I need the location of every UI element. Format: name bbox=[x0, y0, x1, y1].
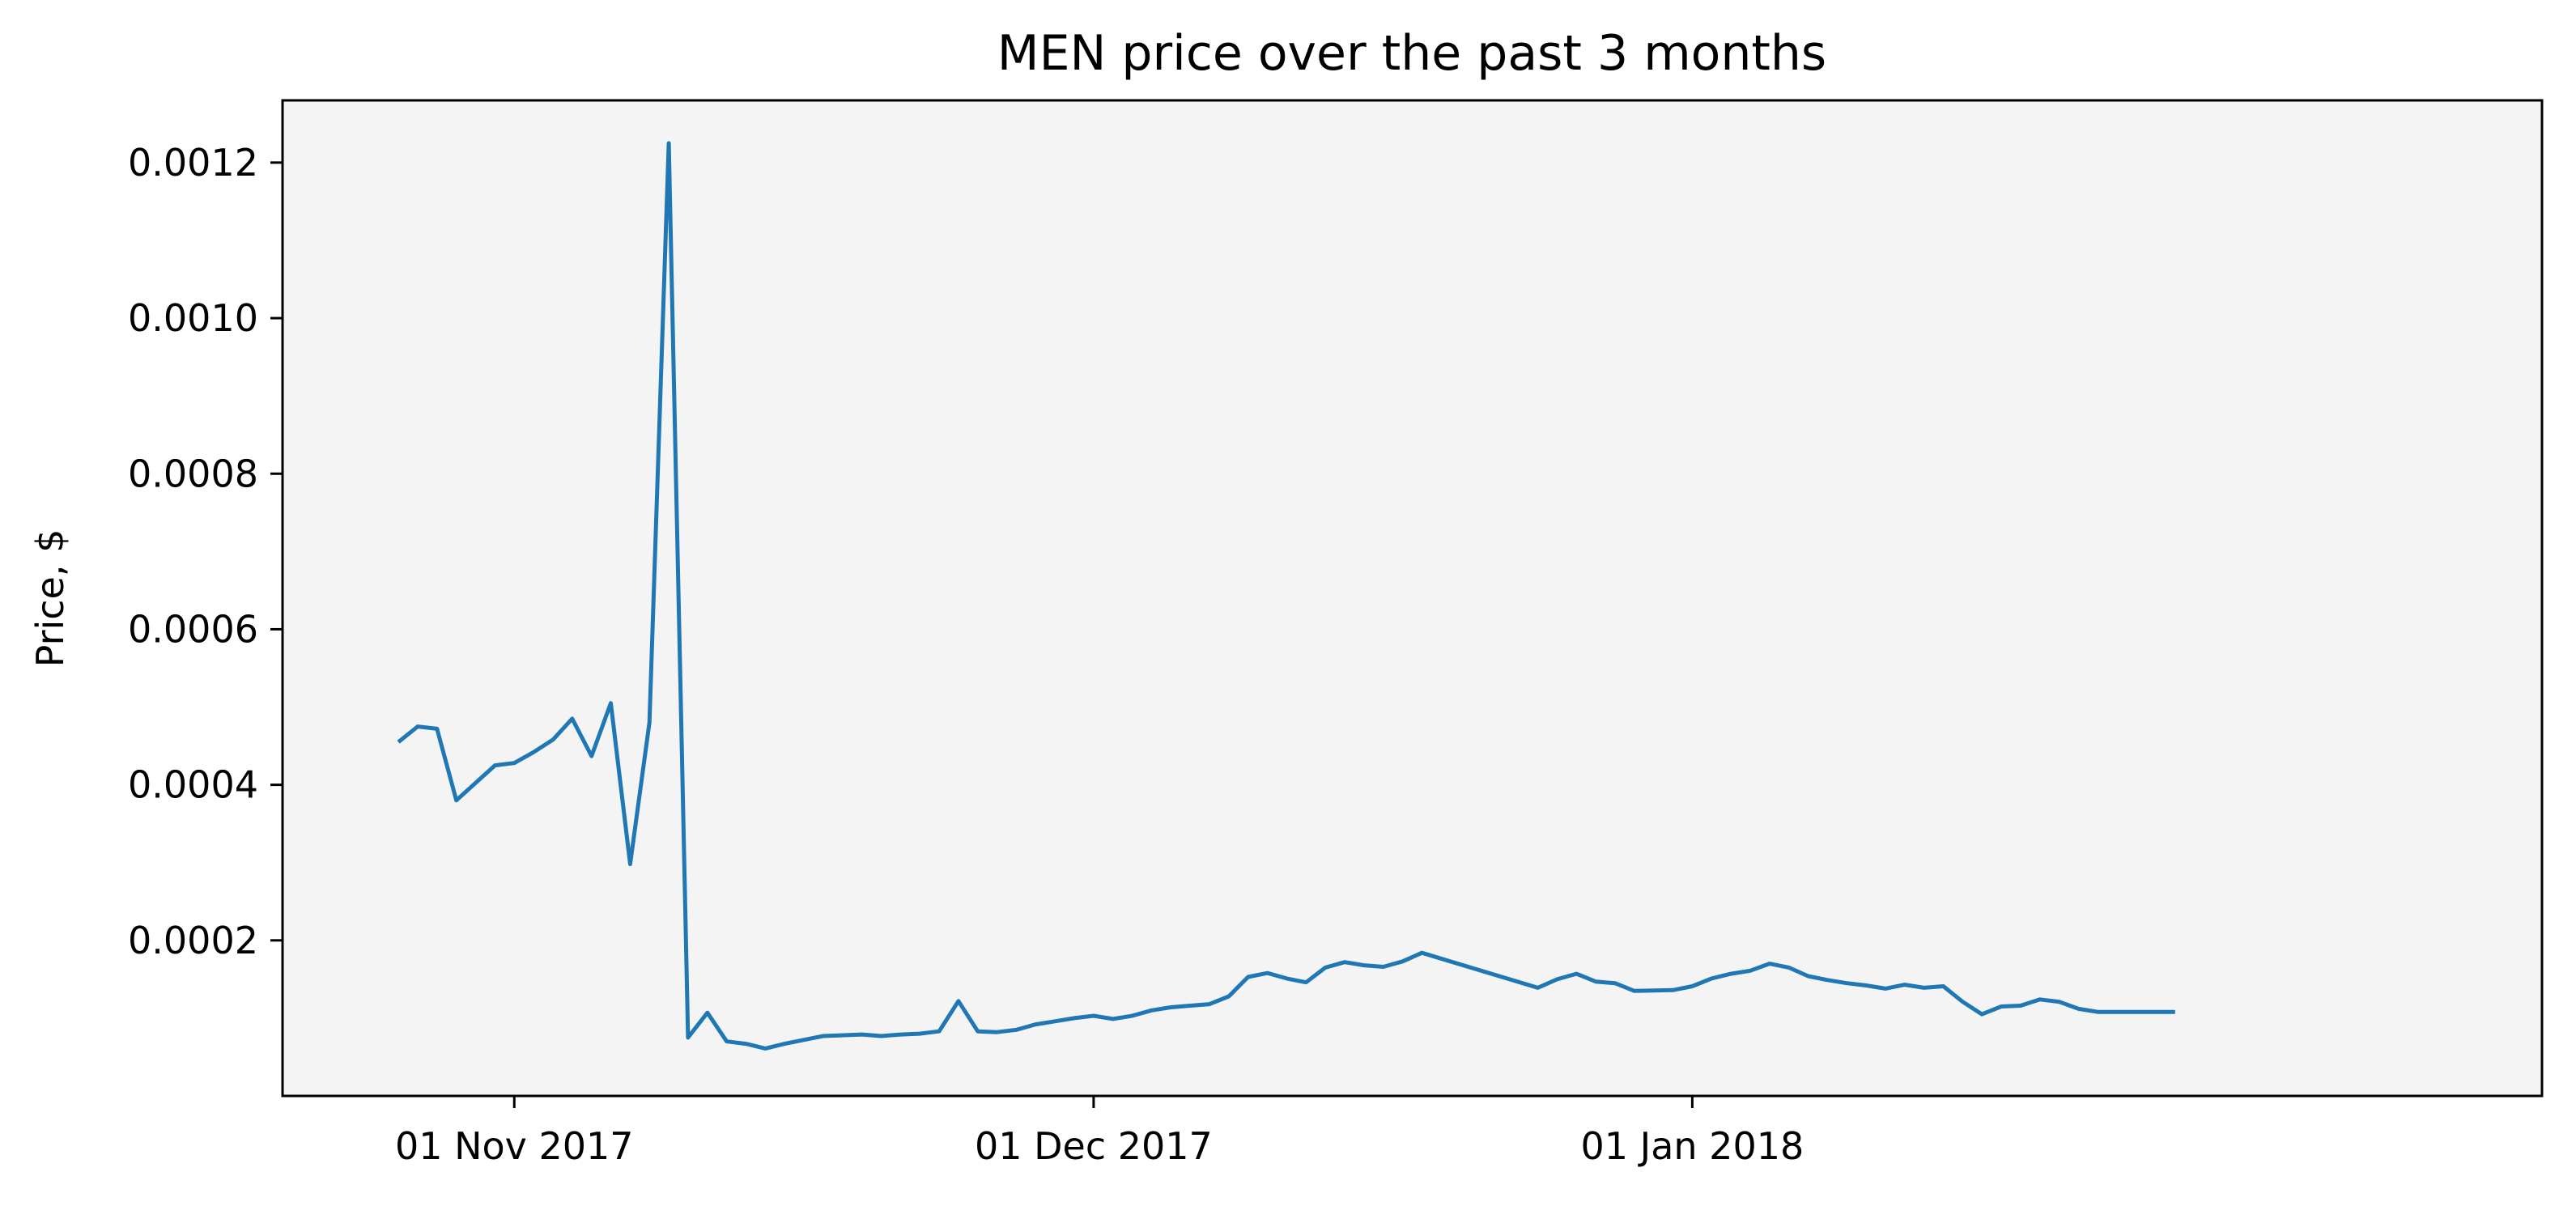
x-tick-label: 01 Nov 2017 bbox=[395, 1124, 634, 1168]
x-tick-label: 01 Jan 2018 bbox=[1581, 1124, 1804, 1168]
data-layer bbox=[397, 141, 2175, 1051]
price-series-line bbox=[397, 141, 2175, 1051]
y-tick-label: 0.0006 bbox=[128, 607, 258, 651]
plot-frame bbox=[281, 99, 2544, 1098]
y-axis: 0.0002 0.0004 0.0006 0.0008 0.0010 0.0012 bbox=[128, 141, 283, 962]
y-tick-label: 0.0004 bbox=[128, 763, 258, 807]
y-tick-label: 0.0010 bbox=[128, 296, 258, 340]
chart-title: MEN price over the past 3 months bbox=[997, 25, 1826, 82]
y-axis-label: Price, $ bbox=[28, 529, 72, 668]
y-tick-label: 0.0002 bbox=[128, 919, 258, 962]
x-tick-label: 01 Dec 2017 bbox=[975, 1124, 1213, 1168]
y-tick-label: 0.0012 bbox=[128, 141, 258, 185]
plot-area bbox=[283, 100, 2542, 1096]
y-tick-label: 0.0008 bbox=[128, 452, 258, 495]
x-axis: 01 Nov 2017 01 Dec 2017 01 Jan 2018 bbox=[395, 1096, 1804, 1168]
